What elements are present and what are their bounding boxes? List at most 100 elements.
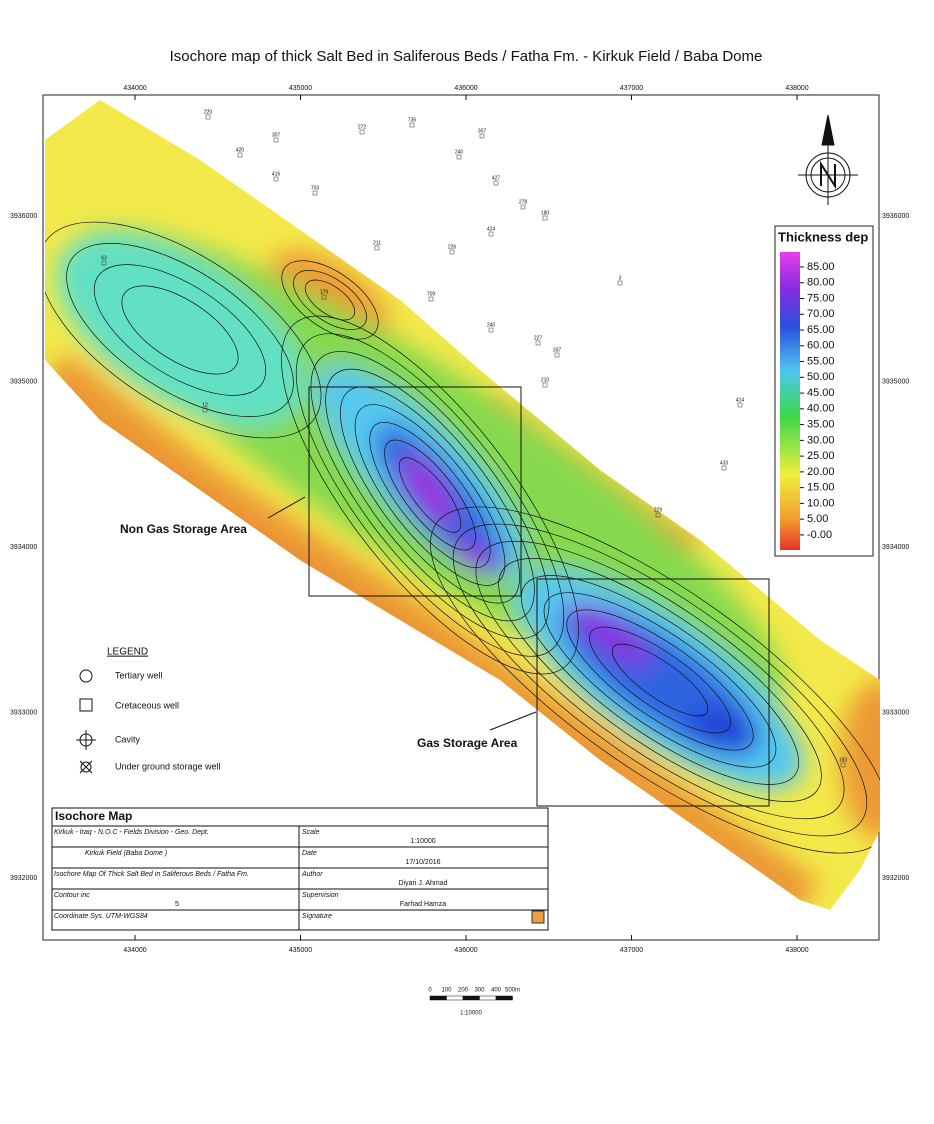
colorbar-label: 45.00 [807, 387, 835, 399]
scale-segment [462, 995, 480, 1001]
well-label: 337 [553, 347, 562, 353]
contour [498, 558, 822, 802]
well-label: 420 [236, 147, 245, 153]
scale-label: 300 [474, 988, 485, 994]
contour [310, 351, 550, 639]
x-tick-label: 438000 [785, 85, 808, 92]
well [205, 114, 211, 120]
well [542, 215, 548, 221]
arrow [267, 496, 306, 519]
colorbar-label: -0.00 [807, 529, 832, 541]
well [321, 294, 327, 300]
well-label: 709 [427, 291, 436, 297]
legend-item: Tertiary well [115, 670, 163, 680]
well [101, 260, 107, 266]
contour [340, 386, 520, 604]
well-label: 427 [492, 175, 501, 181]
well [488, 231, 494, 237]
well [273, 137, 279, 143]
contour [325, 368, 535, 622]
non-gas-area-box [308, 386, 522, 597]
colorbar-label: 65.00 [807, 324, 835, 336]
well-label: 278 [519, 199, 528, 205]
well-label: 227 [534, 335, 543, 341]
well [488, 327, 494, 333]
scale-label: 100 [441, 988, 452, 994]
well [359, 129, 365, 135]
arrow [489, 711, 537, 731]
legend-icons [76, 669, 96, 774]
y-tick-label: 3935000 [882, 378, 909, 385]
y-tick-label: 3933000 [882, 709, 909, 716]
contour [475, 540, 845, 820]
contour [430, 506, 880, 854]
title-block-heading: Isochore Map [55, 809, 132, 823]
block-text: Isochore Map Of Thick Salt Bed in Salife… [54, 871, 249, 878]
area-label: Gas Storage Area [417, 736, 518, 750]
legend-item: Cavity [115, 734, 141, 744]
well-label: 703 [311, 185, 320, 191]
scale-segment [429, 995, 447, 1001]
contour [295, 333, 565, 657]
contour [45, 221, 322, 439]
well [374, 245, 380, 251]
well-label: 307 [272, 132, 281, 138]
well [655, 512, 661, 518]
well-label: 735 [408, 117, 417, 123]
block-label: Date [302, 850, 317, 857]
well [542, 382, 548, 388]
contour [304, 279, 356, 321]
contour [611, 643, 709, 717]
well [721, 465, 727, 471]
well [617, 280, 623, 286]
colorbar-label: 60.00 [807, 340, 835, 352]
well-label: 183 [839, 757, 848, 763]
well [535, 340, 541, 346]
well [449, 249, 455, 255]
well-label: 416 [272, 171, 281, 177]
colorbar-label: 55.00 [807, 355, 835, 367]
well [202, 407, 208, 413]
y-tick-label: 3933000 [10, 709, 37, 716]
scale-label: 500m [505, 988, 520, 994]
contour [384, 439, 476, 551]
x-tick-label: 438000 [785, 947, 808, 954]
well [456, 154, 462, 160]
contour [452, 523, 868, 837]
scale-label: 0 [428, 988, 432, 994]
block-label: Scale [302, 829, 320, 836]
contour [93, 264, 267, 396]
north-arrow [798, 114, 858, 205]
block-label: Author [301, 871, 323, 878]
y-tick-label: 3932000 [10, 875, 37, 882]
block-text: Kirkuk - Iraq - N.O.C - Fields Division … [54, 829, 209, 836]
well [312, 190, 318, 196]
contour [520, 575, 800, 785]
colorbar-label: 40.00 [807, 403, 835, 415]
contour [398, 457, 462, 533]
well-label: 272 [358, 124, 367, 130]
colorbar-label: 30.00 [807, 434, 835, 446]
well [520, 204, 526, 210]
well-label: 433 [720, 460, 729, 466]
contour [281, 315, 579, 675]
scale-segment [446, 995, 464, 1001]
x-tick-label: 437000 [620, 947, 643, 954]
block-text: Kirkuk Field (Baba Dome ) [85, 850, 167, 857]
well-label: 240 [487, 322, 496, 328]
contour [566, 609, 754, 751]
well-label: 63 [101, 255, 107, 261]
block-label: Supervision [302, 892, 339, 899]
scale-label: 400 [491, 988, 502, 994]
colorbar-label: 15.00 [807, 482, 835, 494]
colorbar-label: 70.00 [807, 308, 835, 320]
well-label: 240 [455, 149, 464, 155]
colorbar-label: 85.00 [807, 261, 835, 273]
contour [354, 404, 506, 586]
y-tick-label: 3934000 [10, 544, 37, 551]
legend-item: Under ground storage well [115, 761, 221, 771]
map-title: Isochore map of thick Salt Bed in Salife… [170, 48, 763, 65]
contour [293, 270, 367, 330]
well [737, 402, 743, 408]
y-tick-label: 3936000 [10, 213, 37, 220]
